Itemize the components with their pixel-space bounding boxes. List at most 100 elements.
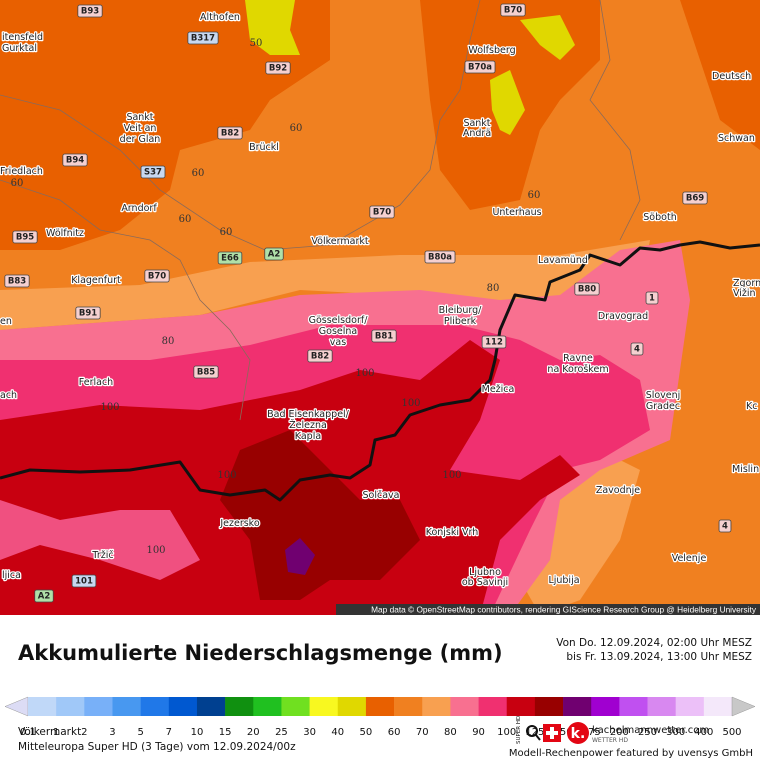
road-label: B80a xyxy=(428,253,452,263)
legend-label: 125 xyxy=(525,727,544,738)
road-label: B85 xyxy=(197,368,215,378)
town: Ljubno xyxy=(469,567,501,578)
logo: k. xyxy=(571,726,586,742)
town: Veit an xyxy=(124,123,157,134)
road-shield xyxy=(34,589,54,603)
road-shield xyxy=(645,291,659,305)
legend-label: 300 xyxy=(666,727,685,738)
legend-label: 15 xyxy=(219,727,232,738)
attribution: Map data © OpenStreetMap contributors, r… xyxy=(371,605,757,615)
legend-label: 175 xyxy=(582,727,601,738)
legend-swatch xyxy=(619,697,648,716)
town: Ravne xyxy=(563,353,593,364)
legend-swatch xyxy=(703,697,733,716)
legend-swatch xyxy=(675,697,705,716)
legend-swatch xyxy=(365,697,395,716)
town: Althofen xyxy=(200,12,240,23)
road-shield xyxy=(140,165,166,179)
town: Völkermarkt xyxy=(311,236,368,247)
legend-label: 10 xyxy=(191,727,204,738)
road-shield xyxy=(265,61,291,75)
swiss-flag xyxy=(546,727,558,739)
town: Zavodnje xyxy=(596,485,640,496)
town: Železna xyxy=(289,419,327,431)
town: Ljubija xyxy=(548,575,579,586)
road-label: B317 xyxy=(191,34,215,44)
legend-label: 1 xyxy=(53,727,59,738)
legend-label: 40 xyxy=(331,727,344,738)
legend-label: 3 xyxy=(109,727,115,738)
town: Wolfsberg xyxy=(468,45,515,56)
location: Völkermarkt xyxy=(18,726,81,738)
legend-label: 25 xyxy=(275,727,288,738)
road-shield xyxy=(4,274,30,288)
road-label: B82 xyxy=(221,129,239,139)
legend-swatch xyxy=(534,697,564,716)
road-shield xyxy=(217,126,243,140)
town-labels: Althofen Wolfsberg itensfeld Gurktal San… xyxy=(0,11,760,590)
contour-label: 100 xyxy=(401,398,420,409)
road-shield xyxy=(12,230,38,244)
zone-125-150 xyxy=(220,430,420,600)
town: Schwan xyxy=(718,133,755,144)
road-label: B70 xyxy=(504,6,522,16)
road-label: B81 xyxy=(375,332,393,342)
legend-label: 150 xyxy=(553,727,572,738)
legend-swatch xyxy=(140,697,170,716)
town: Söboth xyxy=(643,212,676,223)
town: Mislin xyxy=(732,464,759,475)
town: Solčava xyxy=(363,490,400,501)
legend-label: 200 xyxy=(610,727,629,738)
contour-label: 100 xyxy=(355,368,374,379)
legend-swatch xyxy=(309,697,339,716)
contour-label: 100 xyxy=(217,470,236,481)
contour-labels: 50 60 60 60 60 60 60 80 80 100 100 100 1… xyxy=(11,38,541,556)
road-shield xyxy=(718,519,732,533)
zone-40-50 xyxy=(245,0,300,55)
legend-label: 90 xyxy=(472,727,485,738)
town: Sankt xyxy=(463,118,490,129)
zone-50-60 xyxy=(680,0,760,150)
road-label: 101 xyxy=(75,577,93,587)
contour-label: 100 xyxy=(442,470,461,481)
road-shield xyxy=(193,365,219,379)
contour-label: 60 xyxy=(11,178,24,189)
road-shield xyxy=(77,4,103,18)
road-shield xyxy=(371,329,397,343)
town: vas xyxy=(330,337,346,348)
town: Lavamünd xyxy=(538,255,588,266)
legend-swatch xyxy=(563,697,592,716)
road-label: B95 xyxy=(16,233,34,243)
legend-title: Akkumulierte Niederschlagsmenge (mm) xyxy=(18,641,503,665)
road-label: B69 xyxy=(686,194,704,204)
road-label: B91 xyxy=(79,309,97,319)
town: Klagenfurt xyxy=(71,275,121,286)
town: ach xyxy=(0,390,17,401)
town: Pliberk xyxy=(444,316,477,327)
road-label: B83 xyxy=(8,277,26,287)
legend-swatch xyxy=(84,697,113,716)
zone-70-80 xyxy=(0,240,650,330)
town: na Koroškem xyxy=(547,364,608,375)
legend-label: 250 xyxy=(638,727,657,738)
map: Althofen Wolfsberg itensfeld Gurktal San… xyxy=(0,0,760,615)
road-label: A2 xyxy=(268,250,281,260)
legend-swatch xyxy=(281,697,310,716)
legend-swatch xyxy=(394,697,423,716)
road-label: 1 xyxy=(649,294,655,304)
legend-label: 50 xyxy=(360,727,373,738)
legend-label: 5 xyxy=(137,727,143,738)
town: Friedlach xyxy=(0,166,43,177)
road-shield xyxy=(187,31,219,45)
town: Gösselsdorf/ xyxy=(309,315,369,326)
road-shield xyxy=(682,191,708,205)
road-shield xyxy=(574,282,600,296)
state-border xyxy=(0,240,760,502)
town: Unterhaus xyxy=(492,207,541,218)
brand-sub: WETTER HD xyxy=(592,737,628,744)
legend-label: 100 xyxy=(497,727,516,738)
legend-swatch xyxy=(647,697,676,716)
road-label: B82 xyxy=(311,352,329,362)
road-label: 112 xyxy=(485,338,503,348)
